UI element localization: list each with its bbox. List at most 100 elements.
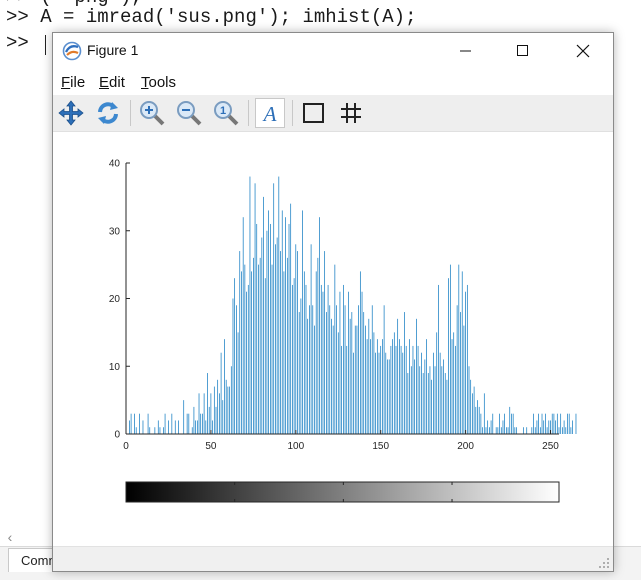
menu-tools[interactable]: Tools [141, 74, 177, 91]
menu-bar: File Edit Tools [53, 69, 613, 95]
histogram-bar [202, 413, 203, 434]
histogram-bar [536, 420, 538, 434]
histogram-bar [337, 332, 339, 435]
histogram-bar [416, 318, 417, 434]
insert-text-button[interactable]: A [255, 98, 285, 128]
histogram-bar [286, 257, 288, 434]
rotate-button[interactable] [93, 98, 123, 128]
histogram-bar [354, 325, 356, 434]
histogram-bar [217, 379, 219, 434]
histogram-bar [315, 271, 317, 434]
histogram-bar [562, 427, 563, 434]
histogram-bar [178, 420, 179, 434]
histogram-bar [553, 413, 555, 434]
histogram-bar [348, 291, 349, 434]
histogram-bar [219, 393, 220, 434]
histogram-bar [295, 244, 297, 434]
histogram-bar [239, 251, 241, 434]
histogram-bar [281, 210, 283, 434]
histogram-bar [373, 332, 375, 435]
histogram-bar [324, 251, 326, 434]
zoom-out-button[interactable] [174, 98, 204, 128]
histogram-bar [495, 427, 497, 434]
axes-box-button[interactable] [299, 98, 329, 128]
histogram-bar [134, 413, 135, 434]
zoom-in-button[interactable] [137, 98, 167, 128]
histogram-bar [444, 373, 446, 434]
text-caret [45, 35, 46, 55]
histogram-bar [205, 420, 207, 434]
histogram-bar [271, 264, 273, 435]
histogram-bar [427, 373, 429, 434]
histogram-bar [237, 332, 239, 435]
histogram-bar [370, 339, 371, 434]
histogram-bar [570, 427, 572, 434]
histogram-bar [489, 427, 490, 434]
histogram-bar [305, 284, 307, 434]
menu-file[interactable]: File [61, 74, 86, 91]
toolbar-separator [130, 100, 131, 126]
histogram-bar [443, 359, 444, 434]
histogram-bar [422, 373, 424, 434]
svg-text:1: 1 [220, 105, 226, 117]
histogram-bar [453, 332, 455, 435]
histogram-bar [319, 217, 320, 434]
histogram-bar [568, 413, 570, 434]
histogram-bar [421, 352, 422, 434]
zoom-reset-icon: 1 [214, 101, 239, 126]
histogram-bar [186, 413, 188, 434]
histogram-bar [458, 264, 460, 435]
resize-grip-icon[interactable] [598, 557, 610, 569]
scroll-left-arrow-icon[interactable]: ‹ [7, 529, 13, 545]
pan-button[interactable] [56, 98, 86, 128]
histogram-bar [310, 244, 312, 434]
histogram-bar [390, 345, 392, 434]
histogram-bar [309, 305, 310, 434]
histogram-bar [278, 176, 280, 435]
histogram-bar [387, 359, 388, 434]
figure-status-bar [53, 546, 613, 571]
histogram-bar [546, 427, 548, 434]
histogram-bar [135, 427, 137, 434]
histogram-chart[interactable]: 0 50 100 150 200 250 0 10 20 30 40 [53, 132, 613, 546]
histogram-bar [142, 420, 144, 434]
histogram-bar [336, 305, 337, 434]
histogram-bar [502, 420, 504, 434]
x-tick-label: 100 [287, 441, 304, 452]
histogram-bar [327, 284, 329, 434]
menu-edit[interactable]: Edit [99, 74, 125, 91]
histogram-bar [572, 420, 573, 434]
toolbar-separator [248, 100, 249, 126]
zoom-reset-button[interactable]: 1 [211, 98, 241, 128]
histogram-bar [375, 352, 376, 434]
histogram-bar [356, 325, 358, 434]
maximize-button[interactable] [500, 33, 546, 69]
grid-button[interactable] [336, 98, 366, 128]
histogram-bar [261, 237, 263, 434]
histogram-bar [451, 339, 453, 434]
histogram-bar [359, 271, 361, 434]
histogram-bar [449, 264, 451, 435]
histogram-bar [343, 284, 344, 434]
histogram-bar [258, 264, 259, 435]
close-button[interactable] [560, 33, 606, 69]
histogram-bar [363, 312, 365, 434]
histogram-bar [365, 325, 366, 434]
figure-titlebar[interactable]: Figure 1 [53, 33, 613, 69]
histogram-bar [368, 318, 370, 434]
minimize-button[interactable] [443, 33, 489, 69]
histogram-bar [526, 427, 528, 434]
histogram-bar [480, 413, 482, 434]
histogram-bar [236, 305, 237, 434]
command-prompt[interactable]: >> [6, 32, 29, 54]
rotate-icon [98, 102, 118, 124]
histogram-bar [366, 339, 368, 434]
histogram-bar [497, 427, 499, 434]
histogram-bar [548, 420, 550, 434]
histogram-bar [290, 203, 292, 434]
histogram-bar [407, 373, 409, 434]
histogram-bar [263, 196, 264, 435]
histogram-bar [358, 305, 359, 434]
histogram-bar [465, 291, 466, 434]
